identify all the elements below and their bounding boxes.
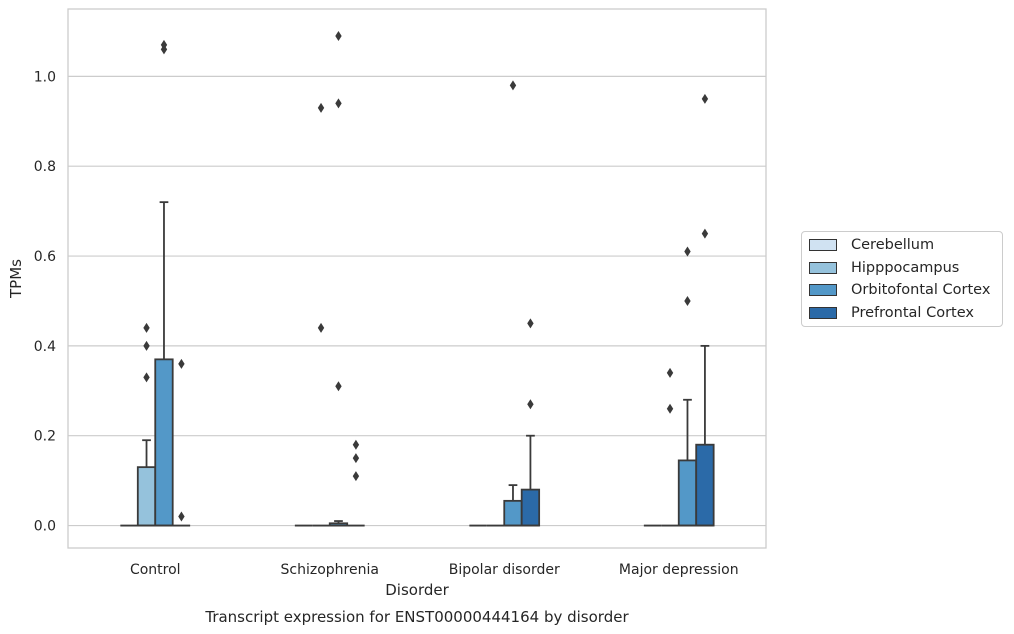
- box-hipppocampus: [312, 102, 330, 527]
- y-tick-label: 0.2: [34, 429, 56, 445]
- x-tick-label: Bipolar disorder: [449, 562, 560, 578]
- outlier-point: [527, 399, 534, 410]
- legend-swatch: [809, 284, 837, 296]
- box-prefrontal-cortex: [695, 93, 715, 527]
- outlier-point: [143, 340, 150, 351]
- box-marks: [120, 30, 715, 527]
- legend-item: Cerebellum: [809, 235, 934, 255]
- box-orbitofontal-cortex: [503, 80, 523, 527]
- outlier-point: [684, 246, 691, 257]
- outlier-point: [701, 228, 709, 239]
- box-orbitofontal-cortex: [677, 246, 698, 527]
- y-tick-label: 0.6: [34, 249, 56, 265]
- outlier-point: [143, 372, 150, 383]
- legend-item: Hipppocampus: [809, 258, 959, 278]
- x-axis-title: Disorder: [385, 581, 449, 599]
- outlier-point: [178, 358, 185, 369]
- y-axis-title: TPMs: [7, 259, 25, 299]
- box-body: [677, 459, 698, 527]
- x-tick-labels: Control Schizophrenia Bipolar disorder Majo…: [130, 562, 739, 578]
- legend-item: Prefrontal Cortex: [809, 303, 974, 323]
- legend-label: Orbitofontal Cortex: [851, 282, 991, 298]
- box-prefrontal-cortex: [347, 439, 365, 527]
- y-tick-label: 0.8: [34, 159, 56, 175]
- legend: Cerebellum Hipppocampus Orbitofontal Corte…: [801, 231, 1003, 327]
- legend-label: Cerebellum: [851, 237, 935, 253]
- outlier-point: [335, 30, 342, 41]
- outlier-point: [666, 403, 674, 414]
- box-prefrontal-cortex: [520, 318, 541, 527]
- box-orbitofontal-cortex: [154, 39, 174, 527]
- outlier-point: [684, 295, 691, 306]
- box-hipppocampus: [136, 322, 157, 527]
- legend-item: Orbitofontal Cortex: [809, 280, 990, 300]
- box-body: [503, 499, 523, 527]
- legend-swatch: [809, 239, 837, 251]
- plot-frame: [67, 8, 767, 549]
- y-tick-labels: 0.0 0.2 0.4 0.6 0.8 1.0: [34, 69, 56, 534]
- y-tick-label: 0.0: [34, 519, 56, 535]
- outlier-point: [701, 93, 709, 104]
- legend-swatch: [809, 306, 837, 319]
- x-tick-label: Major depression: [619, 562, 739, 578]
- outlier-point: [352, 471, 360, 482]
- box-body: [136, 466, 157, 527]
- box-body: [154, 358, 174, 527]
- legend-swatch: [809, 261, 837, 274]
- y-tick-label: 1.0: [34, 69, 56, 85]
- legend-label: Prefrontal Cortex: [851, 304, 974, 321]
- chart-caption: Transcript expression for ENST0000044416…: [204, 608, 629, 626]
- outlier-point: [509, 80, 517, 91]
- box-prefrontal-cortex: [172, 358, 191, 527]
- legend-label: Hipppocampus: [851, 259, 960, 276]
- box-body: [520, 488, 541, 527]
- x-tick-label: Control: [130, 562, 181, 578]
- box-orbitofontal-cortex: [328, 30, 349, 527]
- outlier-point: [335, 98, 342, 109]
- outlier-point: [352, 439, 360, 450]
- outlier-point: [178, 511, 185, 522]
- outlier-point: [352, 453, 360, 464]
- x-tick-label: Schizophrenia: [281, 562, 379, 578]
- y-tick-label: 0.4: [34, 339, 56, 355]
- outlier-point: [335, 381, 342, 392]
- box-body: [695, 443, 715, 527]
- outlier-point: [666, 367, 674, 378]
- box-hipppocampus: [661, 367, 679, 527]
- outlier-point: [160, 39, 168, 50]
- outlier-point: [143, 322, 150, 333]
- outlier-point: [317, 102, 325, 113]
- outlier-point: [527, 318, 534, 329]
- outlier-point: [317, 322, 325, 333]
